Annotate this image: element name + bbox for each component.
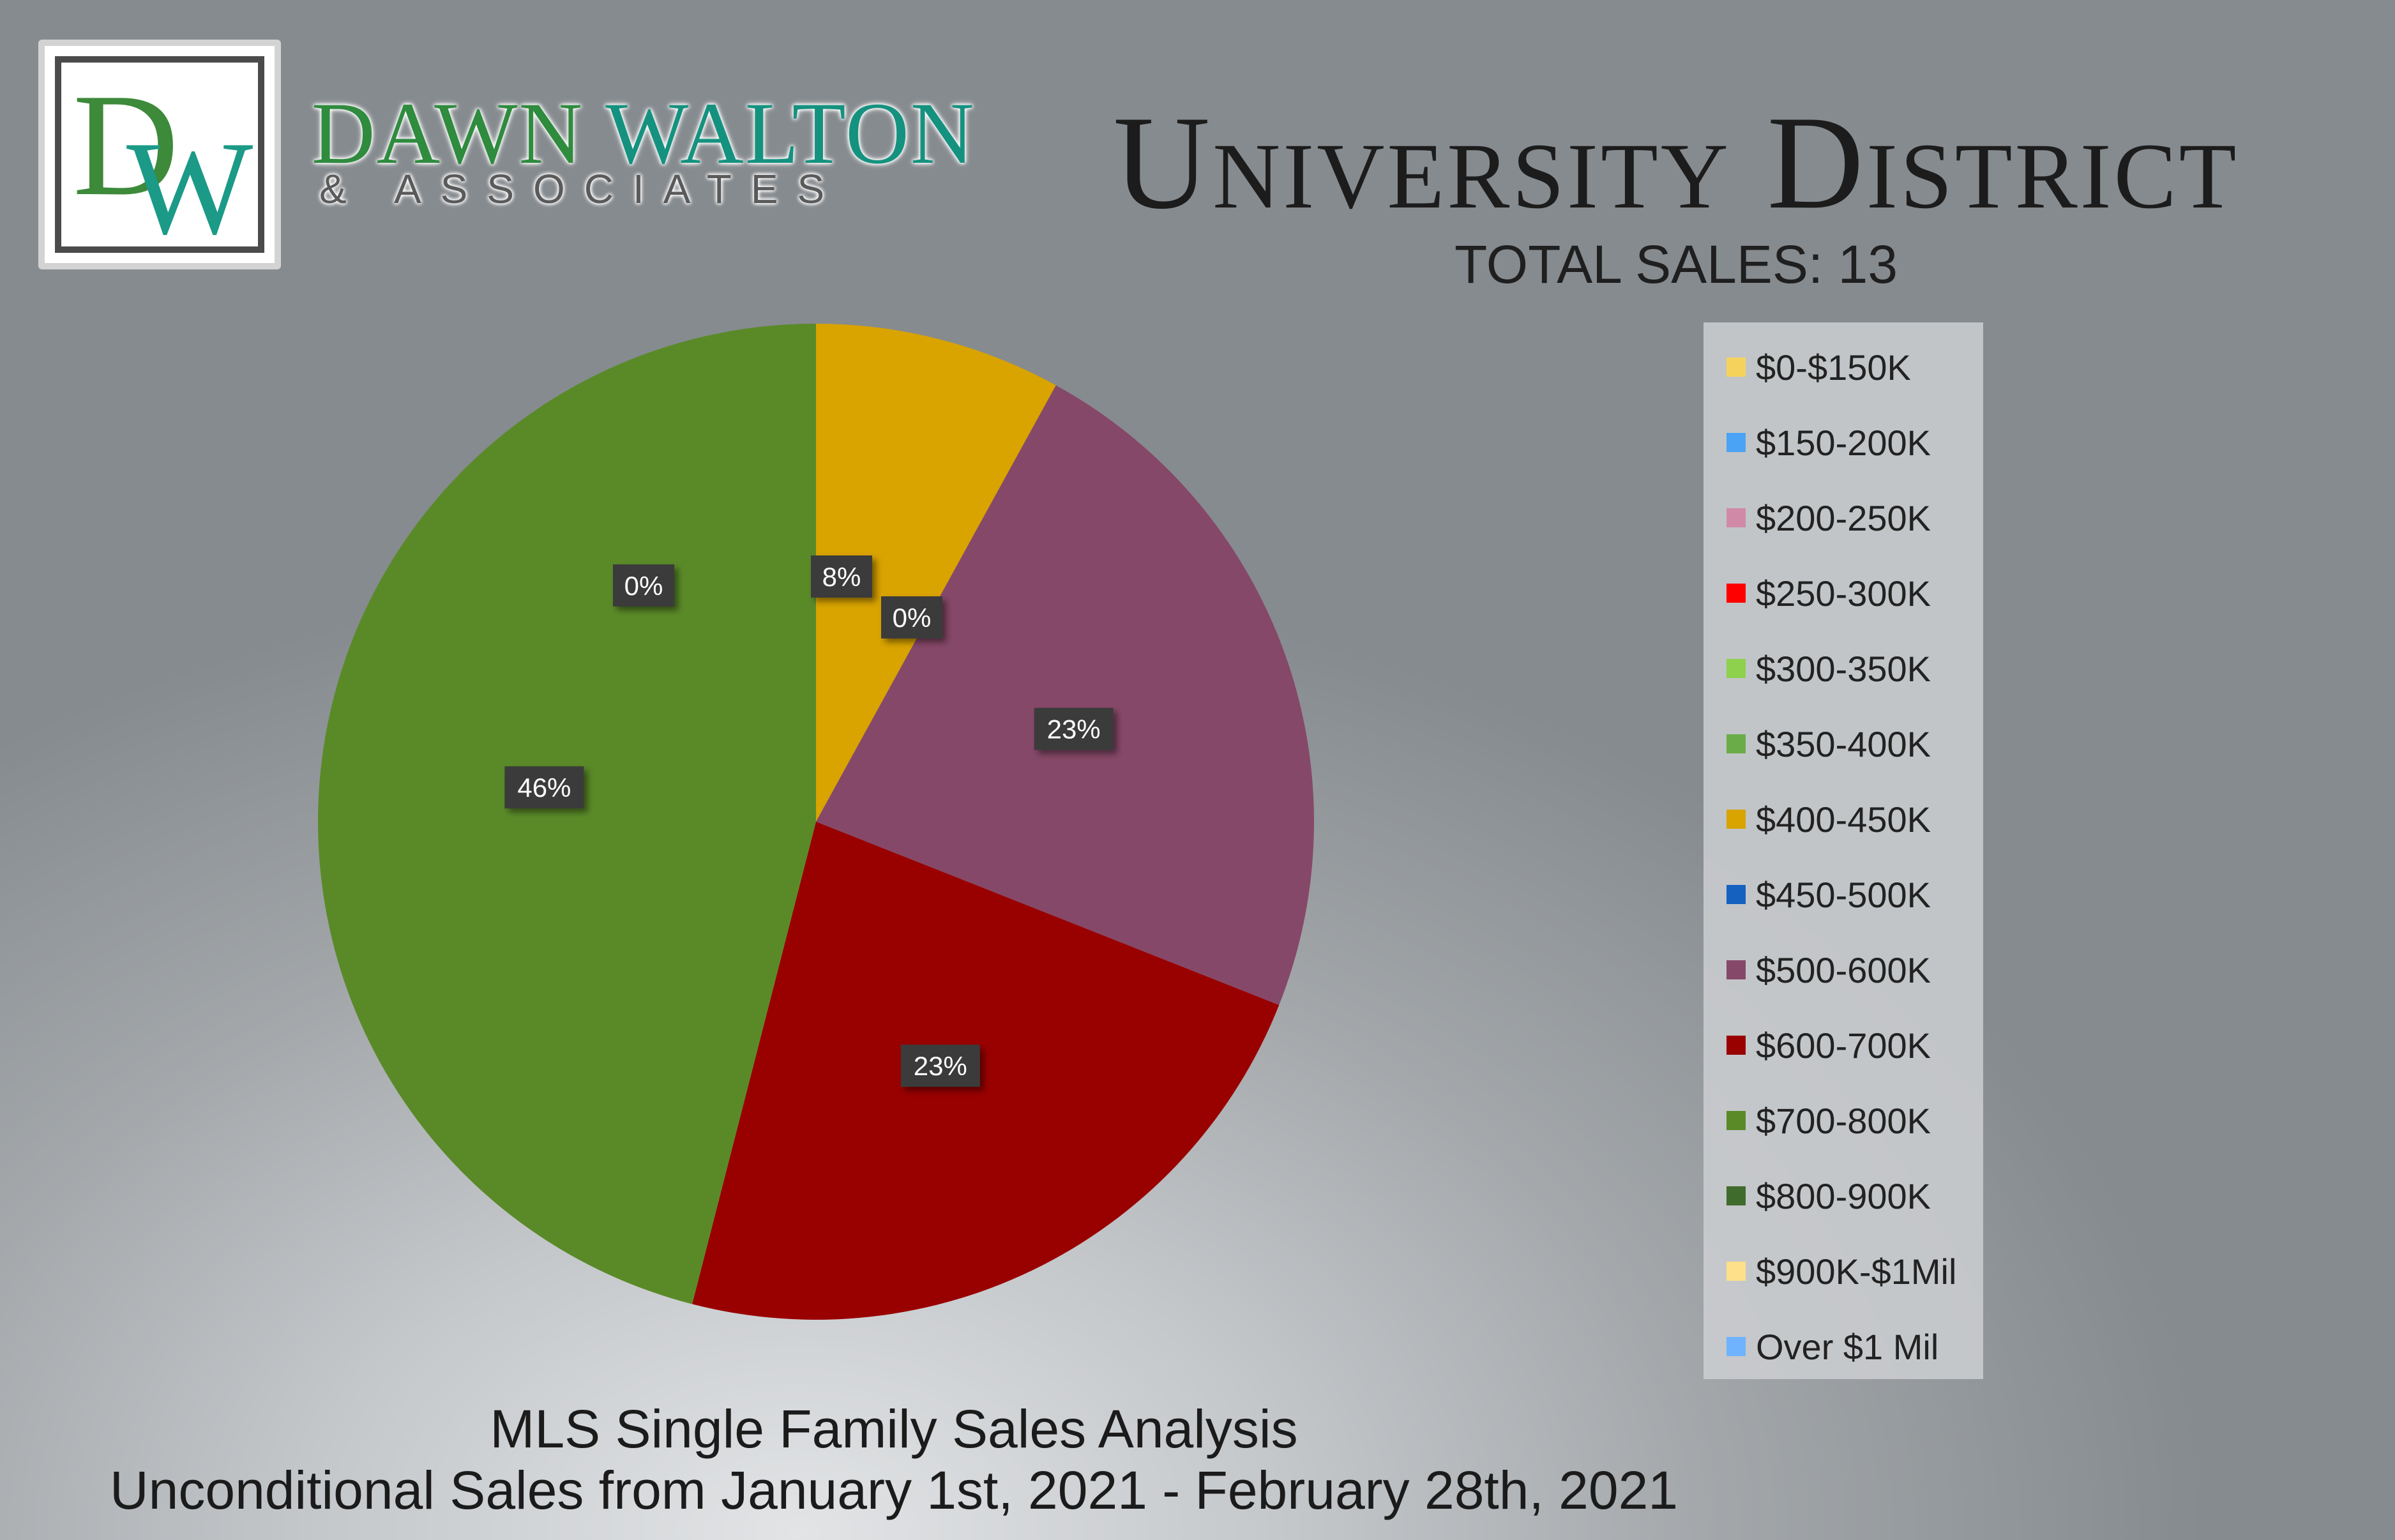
slice-label-over-1-mil: 0% bbox=[613, 564, 674, 607]
legend-label: $400-450K bbox=[1756, 799, 1931, 840]
legend-swatch bbox=[1726, 1262, 1746, 1281]
slice-label-600-700k: 23% bbox=[900, 1045, 980, 1087]
legend-item-450-500k: $450-500K bbox=[1726, 874, 1931, 915]
pie-slice-600-700k bbox=[692, 822, 1280, 1320]
legend-label: $250-300K bbox=[1756, 573, 1931, 614]
legend-swatch bbox=[1726, 659, 1746, 678]
legend-swatch bbox=[1726, 358, 1746, 377]
legend-item-150-200k: $150-200K bbox=[1726, 422, 1931, 463]
brand-name: DAWN WALTON bbox=[312, 89, 976, 177]
page-title: University District bbox=[1113, 89, 2239, 237]
legend-item-600-700k: $600-700K bbox=[1726, 1025, 1931, 1066]
legend-label: $700-800K bbox=[1756, 1100, 1931, 1141]
pie-slice-500-600k bbox=[816, 385, 1315, 1006]
slice-label-text: 46% bbox=[517, 773, 571, 803]
legend-swatch bbox=[1726, 1036, 1746, 1055]
legend-label: $500-600K bbox=[1756, 949, 1931, 990]
slice-label-box bbox=[881, 596, 942, 638]
logo: D W bbox=[38, 40, 281, 269]
legend-label: $800-900K bbox=[1756, 1175, 1931, 1216]
legend-item-over-1-mil: Over $1 Mil bbox=[1726, 1326, 1939, 1367]
brand-name-last: WALTON bbox=[605, 84, 976, 182]
pie-slice-700-800k bbox=[318, 324, 816, 1304]
footer-date-range: Unconditional Sales from January 1st, 20… bbox=[109, 1460, 1679, 1520]
total-sales: TOTAL SALES: 13 bbox=[1454, 234, 1898, 294]
legend-swatch bbox=[1726, 508, 1746, 527]
slice-label-box bbox=[811, 555, 872, 598]
slice-label-box bbox=[504, 766, 584, 809]
logo-letter-d: D bbox=[73, 63, 179, 226]
legend-label: $450-500K bbox=[1756, 874, 1931, 915]
slice-label-box bbox=[1034, 707, 1114, 750]
legend-swatch bbox=[1726, 885, 1746, 904]
slice-label-box bbox=[613, 564, 674, 607]
legend-item-500-600k: $500-600K bbox=[1726, 949, 1931, 990]
legend-item-350-400k: $350-400K bbox=[1726, 723, 1931, 764]
legend-swatch bbox=[1726, 960, 1746, 979]
legend-item-250-300k: $250-300K bbox=[1726, 573, 1931, 614]
slice-label-500-600k: 23% bbox=[1034, 707, 1114, 750]
pie-slice-400-450k bbox=[816, 324, 1056, 822]
legend-item-200-250k: $200-250K bbox=[1726, 497, 1931, 538]
slice-label-450-500k: 0% bbox=[881, 596, 942, 638]
legend-item-900k-1mil: $900K-$1Mil bbox=[1726, 1251, 1957, 1292]
legend-label: $0-$150K bbox=[1756, 347, 1911, 388]
slice-label-400-450k: 8% bbox=[811, 555, 872, 598]
chart-legend: $0-$150K $150-200K $200-250K $250-300K $300-… bbox=[1704, 322, 1983, 1379]
slice-label-text: 23% bbox=[1047, 714, 1101, 744]
logo-frame: D W bbox=[55, 56, 264, 262]
legend-item-0-150k: $0-$150K bbox=[1726, 347, 1911, 388]
legend-label: Over $1 Mil bbox=[1756, 1326, 1939, 1367]
brand-name-first: DAWN bbox=[312, 84, 606, 182]
legend-swatch bbox=[1726, 734, 1746, 753]
legend-swatch bbox=[1726, 584, 1746, 603]
slice-label-box bbox=[900, 1045, 980, 1087]
legend-swatch bbox=[1726, 810, 1746, 829]
legend-label: $900K-$1Mil bbox=[1756, 1251, 1957, 1292]
legend-item-800-900k: $800-900K bbox=[1726, 1175, 1931, 1216]
legend-item-400-450k: $400-450K bbox=[1726, 799, 1931, 840]
slice-label-text: 0% bbox=[624, 571, 663, 601]
legend-label: $150-200K bbox=[1756, 422, 1931, 463]
legend-swatch bbox=[1726, 1337, 1746, 1356]
slice-label-text: 8% bbox=[822, 562, 861, 592]
legend-swatch bbox=[1726, 433, 1746, 452]
legend-label: $600-700K bbox=[1756, 1025, 1931, 1066]
brand-subtitle: & ASSOCIATES bbox=[319, 166, 844, 212]
legend-label: $350-400K bbox=[1756, 723, 1931, 764]
legend-item-300-350k: $300-350K bbox=[1726, 648, 1931, 689]
legend-item-700-800k: $700-800K bbox=[1726, 1100, 1931, 1141]
footer-title: MLS Single Family Sales Analysis bbox=[490, 1399, 1298, 1459]
slice-label-text: 0% bbox=[893, 603, 932, 633]
legend-swatch bbox=[1726, 1111, 1746, 1130]
legend-label: $300-350K bbox=[1756, 648, 1931, 689]
slice-label-text: 23% bbox=[914, 1051, 967, 1081]
slice-label-700-800k: 46% bbox=[504, 766, 584, 809]
legend-label: $200-250K bbox=[1756, 497, 1931, 538]
logo-letter-w: W bbox=[126, 114, 253, 262]
legend-swatch bbox=[1726, 1186, 1746, 1205]
